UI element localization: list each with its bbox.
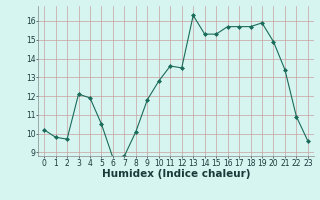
X-axis label: Humidex (Indice chaleur): Humidex (Indice chaleur) (102, 169, 250, 179)
